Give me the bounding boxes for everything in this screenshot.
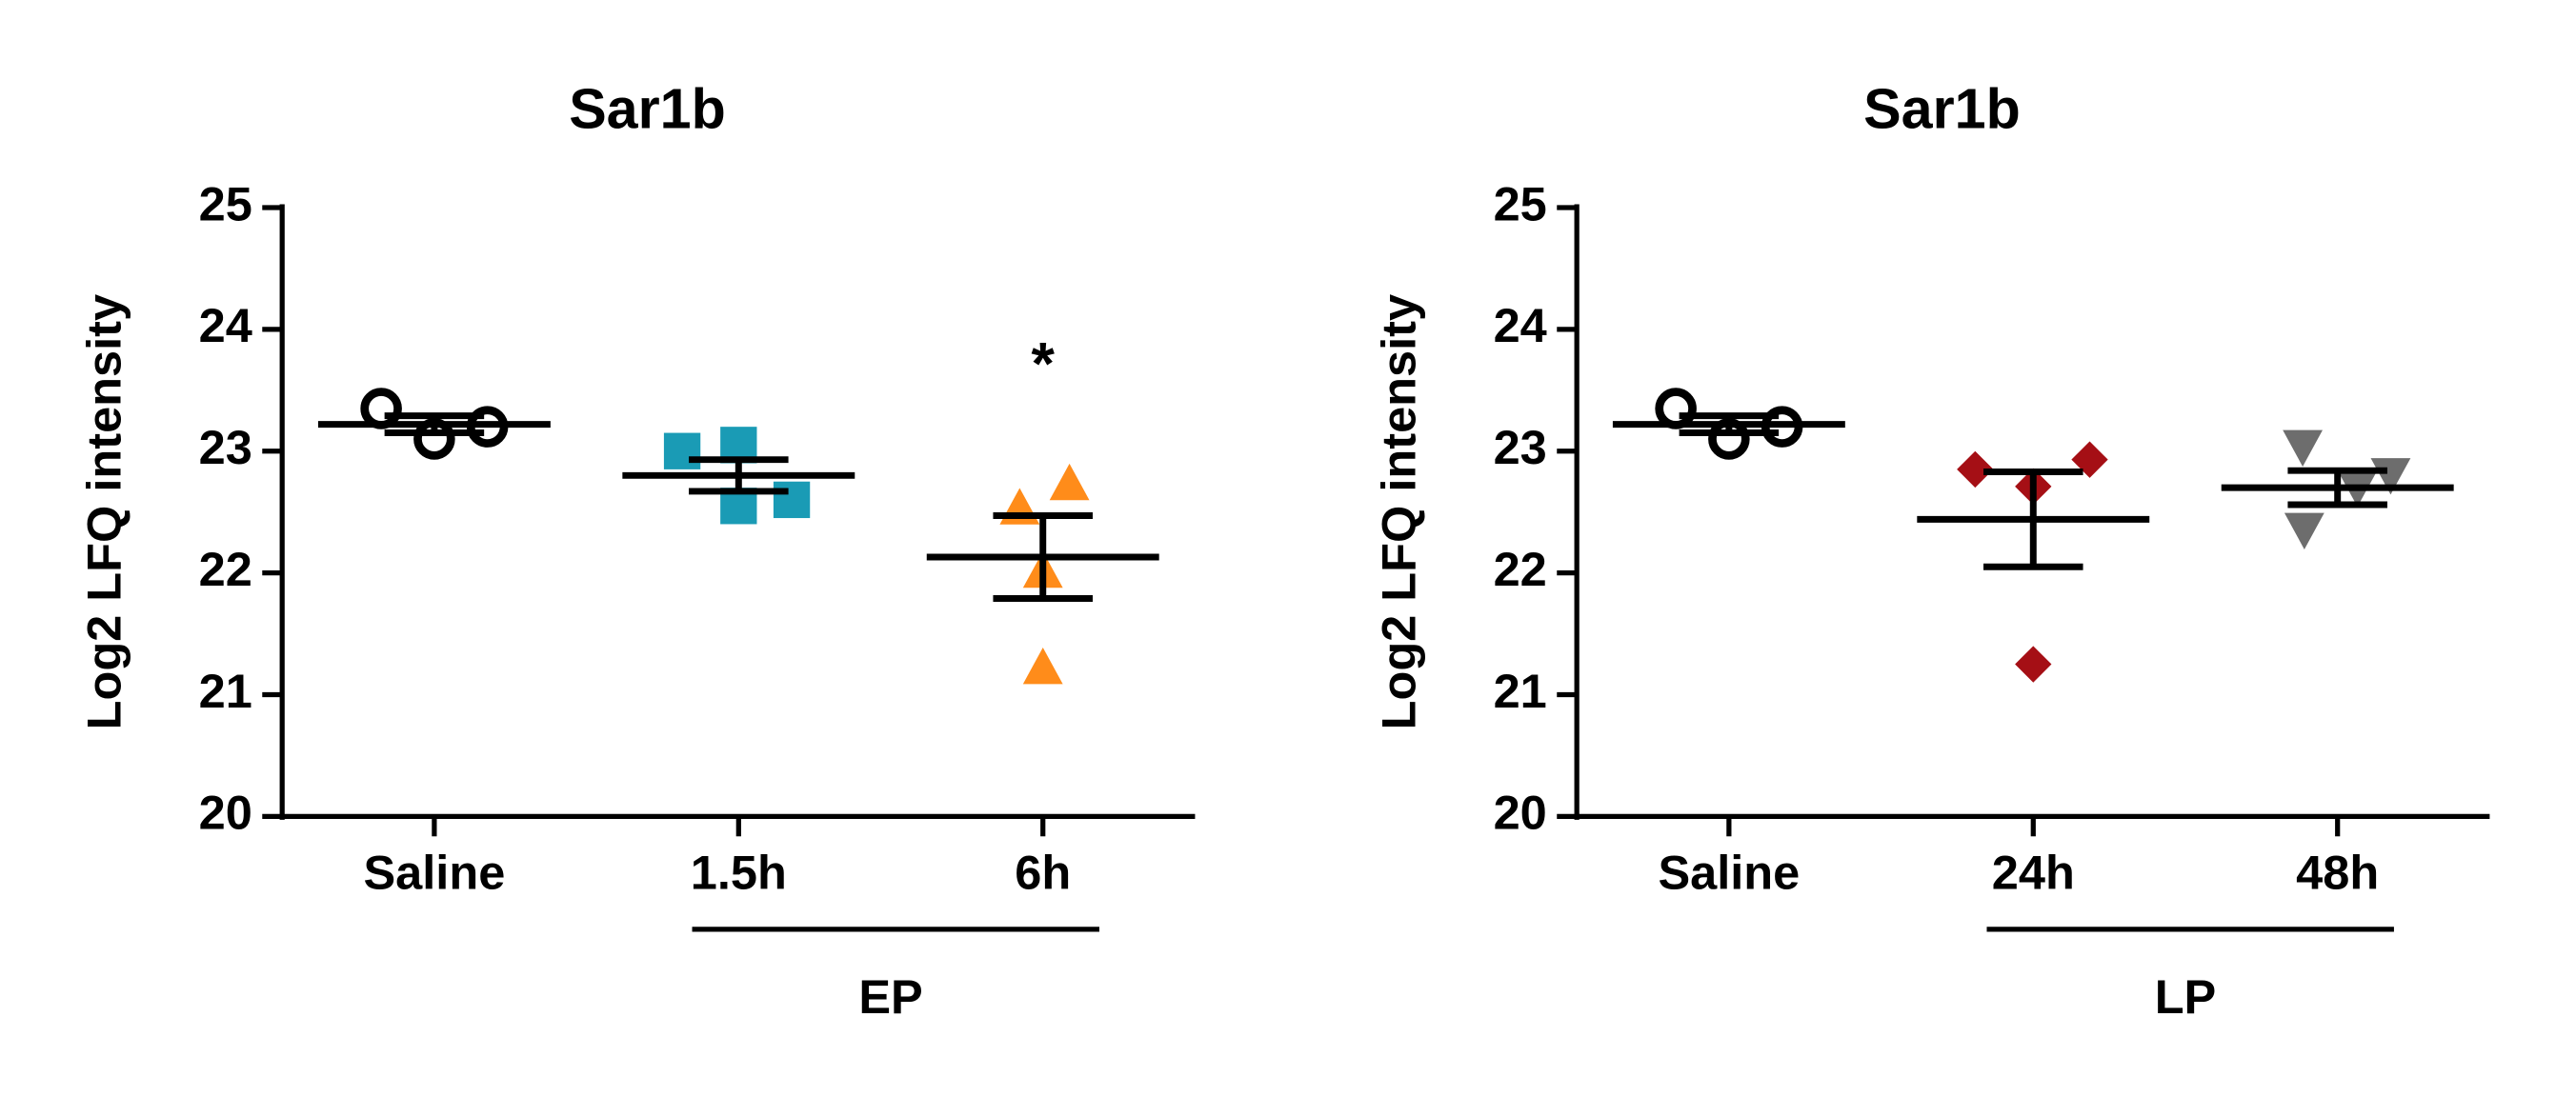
error-bar [689,456,789,495]
x-tick-label: 1.5h [691,845,787,899]
x-tick-label: 24h [1992,845,2075,899]
point [2370,458,2411,495]
y-tick-label: 21 [1494,664,1547,718]
y-tick-label: 23 [199,420,252,474]
point [2284,512,2324,549]
point [999,488,1040,525]
y-tick-label: 22 [199,542,252,596]
point [1022,647,1063,685]
group-label: EP [858,969,922,1024]
point [663,432,701,469]
chart-title: Sar1b [569,76,726,140]
error-bar [1679,412,1780,437]
point [360,388,402,429]
chart-title: Sar1b [1863,76,2021,140]
y-tick-label: 20 [1494,786,1547,840]
y-tick-label: 20 [199,786,252,840]
error-bar [2287,467,2387,509]
y-axis-label: Log2 LFQ intensity [1372,294,1426,729]
error-bar [993,512,1093,602]
significance-mark: * [1032,331,1056,398]
y-axis-label: Log2 LFQ intensity [77,294,131,729]
point [1655,388,1697,429]
x-tick-label: 48h [2296,845,2379,899]
y-tick-label: 25 [1494,176,1547,230]
point [1049,463,1090,501]
group-label: LP [2155,969,2217,1024]
error-bar [1983,468,2083,570]
y-tick-label: 22 [1494,542,1547,596]
y-tick-label: 24 [199,298,252,352]
x-tick-label: Saline [363,845,505,899]
error-bar [384,412,485,437]
y-tick-label: 24 [1494,298,1547,352]
y-tick-label: 21 [199,664,252,718]
point [773,481,811,519]
x-tick-label: Saline [1658,845,1800,899]
y-tick-label: 25 [199,176,252,230]
point [1957,450,1994,489]
y-tick-label: 23 [1494,420,1547,474]
x-tick-label: 6h [1015,845,1071,899]
point [2015,646,2052,683]
point [2283,429,2324,467]
